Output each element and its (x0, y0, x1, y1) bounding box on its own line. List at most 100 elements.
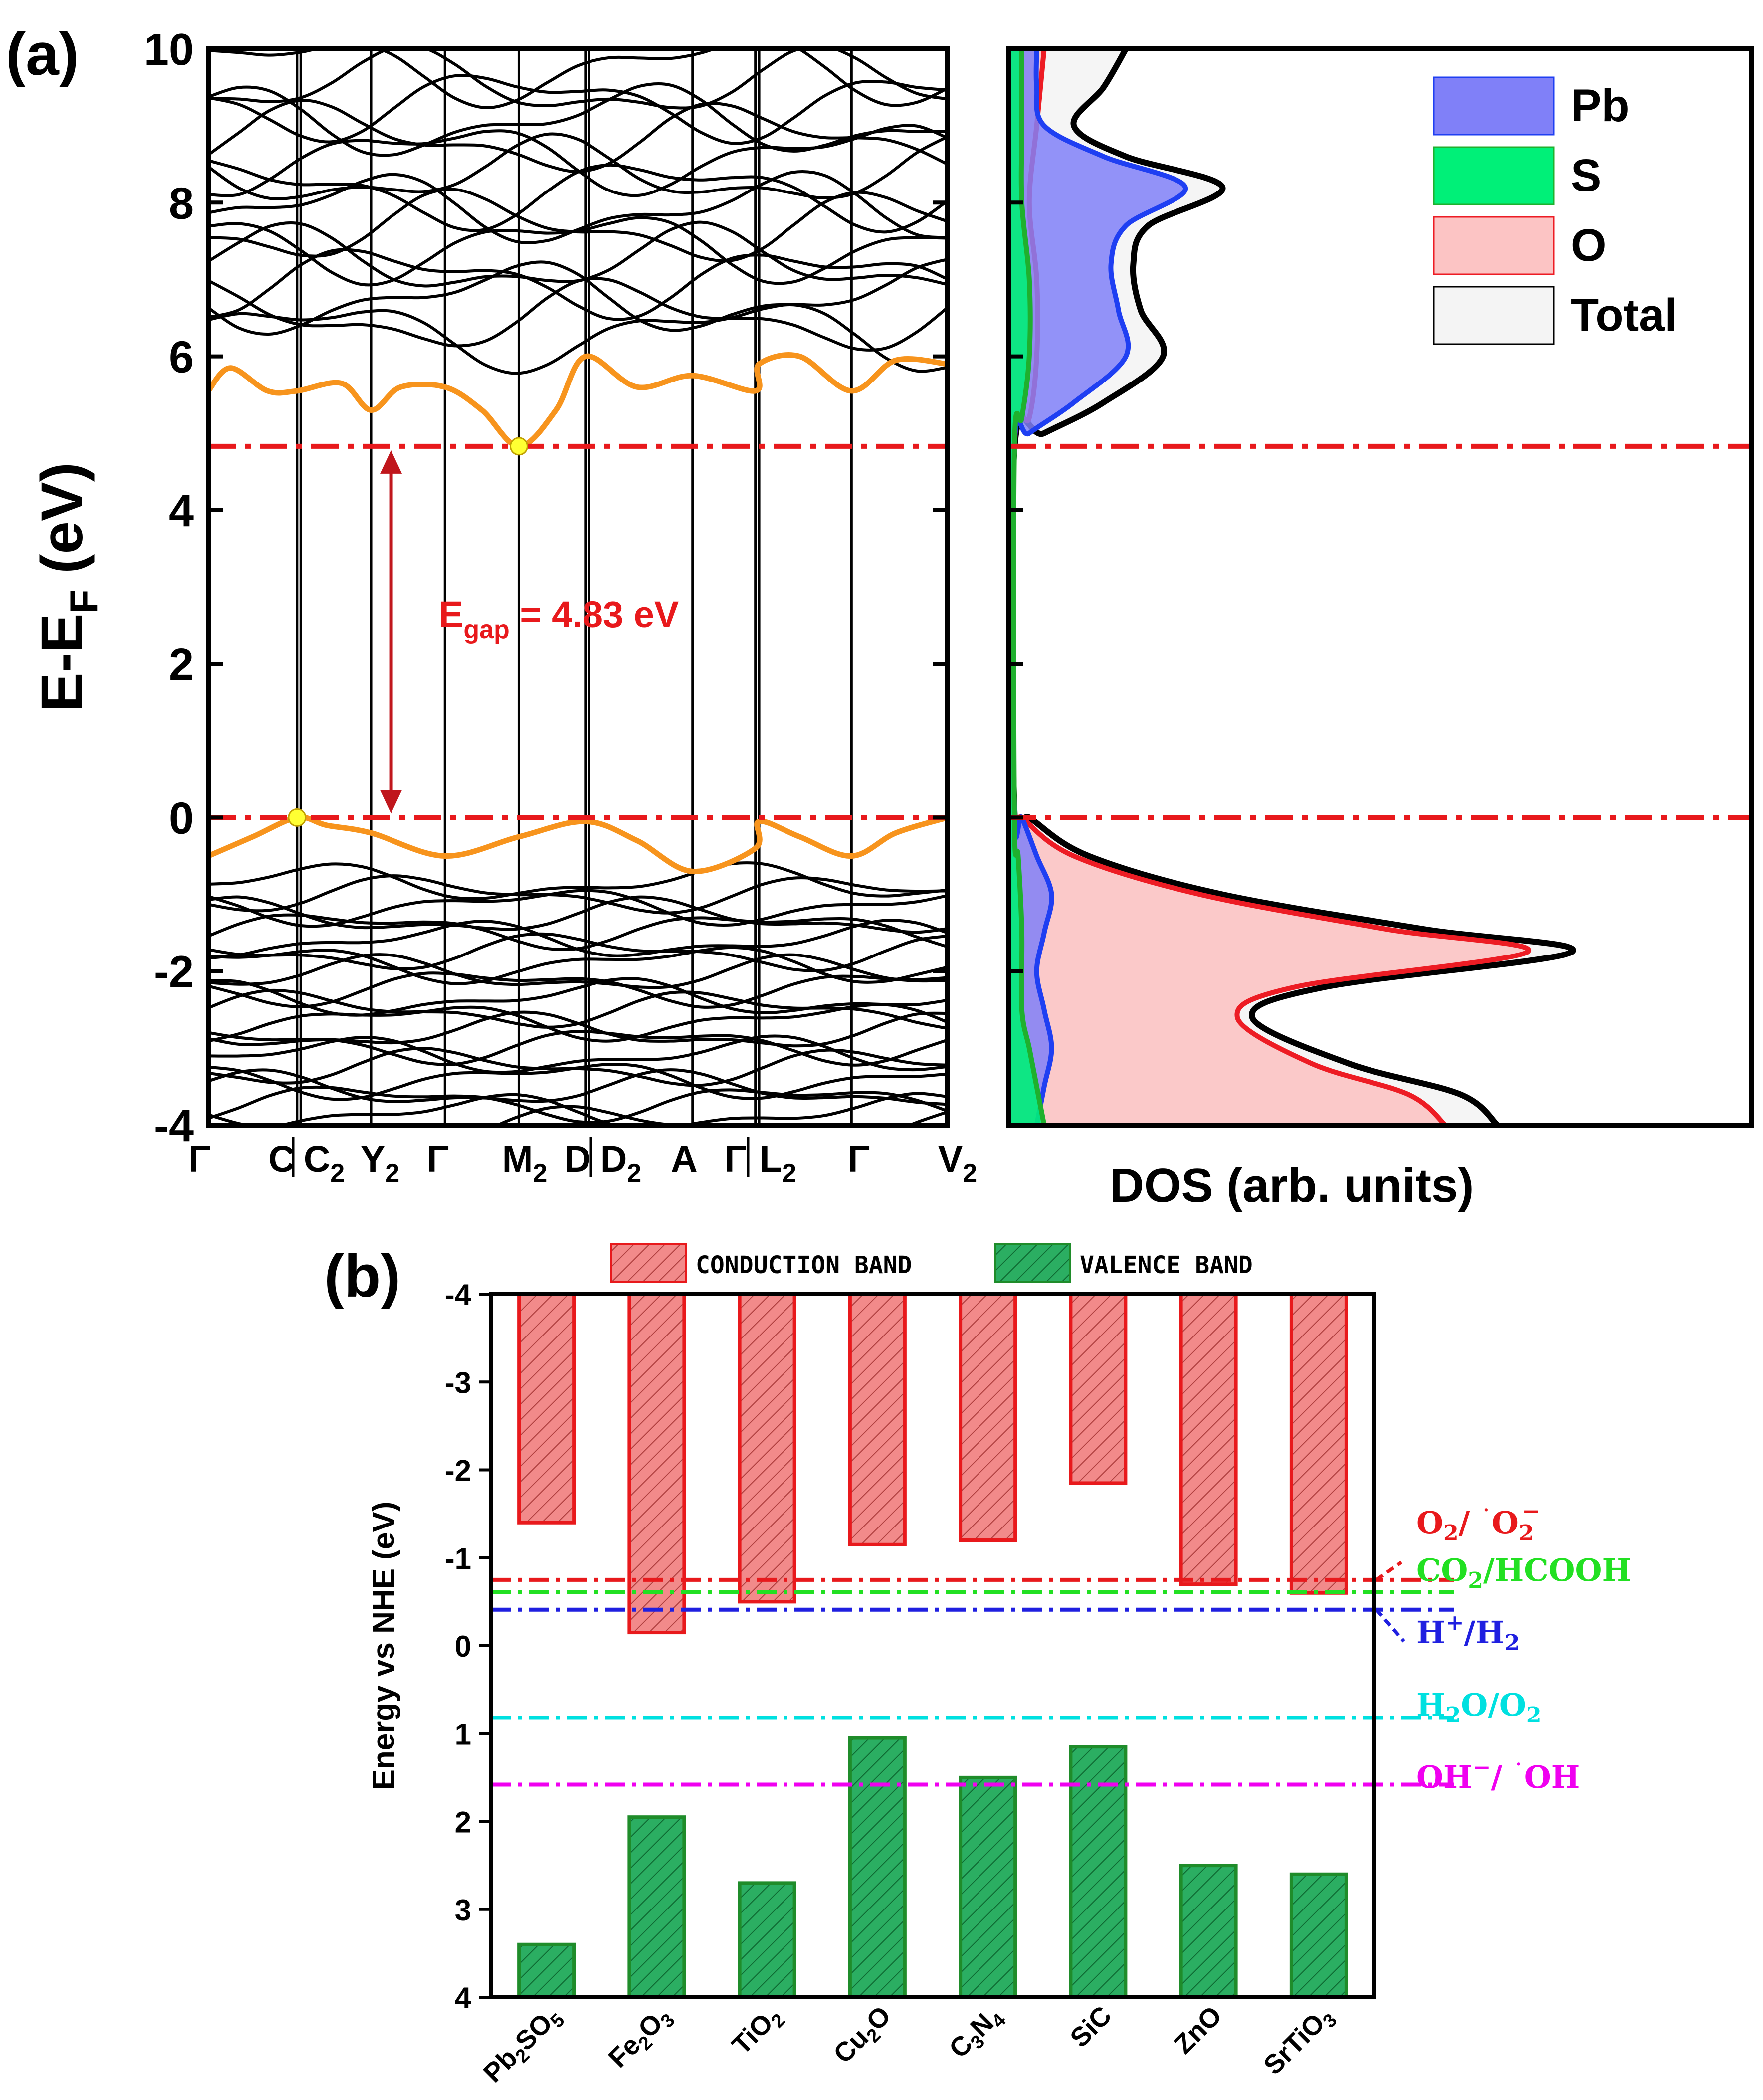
dos-legend-swatch-o (1433, 216, 1555, 275)
band-y-ticks: -4 -2 0 2 4 6 8 10 (144, 25, 948, 1151)
gap-arrow-head-bottom (380, 790, 402, 814)
material-label: TiO2 (726, 2000, 789, 2064)
reference-leader (1375, 1560, 1403, 1581)
legend-label: CONDUCTION BAND (696, 1251, 912, 1279)
kpoint-label: D (564, 1139, 590, 1180)
band-line (208, 1010, 948, 1048)
conduction-band-bar (959, 1292, 1017, 1542)
conduction-band-bar (1289, 1292, 1348, 1595)
band-line (208, 946, 948, 985)
band-line (208, 953, 948, 989)
reference-label: H2O/O2 (1416, 1687, 1542, 1728)
reference-label: H+/H2 (1416, 1610, 1520, 1656)
band-edge-curves (208, 352, 948, 874)
conduction-band-bar (738, 1292, 796, 1604)
band-line (208, 132, 948, 200)
valence-band-bar (959, 1775, 1017, 1999)
band-y-tick-label: 6 (169, 333, 194, 382)
band-line (208, 1047, 948, 1087)
band-line (208, 188, 948, 263)
kpoint-label: C2 (304, 1139, 345, 1188)
band-fermi-lines (208, 443, 948, 820)
b-y-tick-label: 1 (455, 1718, 471, 1751)
dos-areas (1008, 49, 1576, 1125)
dos-legend-label: Pb (1571, 80, 1630, 131)
valence-band-bar (738, 1881, 796, 1999)
band-y-tick-label: 0 (169, 793, 194, 843)
band-y-tick-label: 2 (169, 640, 194, 690)
band-edge-plot-frame (489, 1292, 1376, 1999)
dos-x-axis-label: DOS (arb. units) (1110, 1159, 1474, 1212)
dos-panel: Pb SO Total DOS (arb. units) (1006, 46, 1754, 1212)
dos-legend-label: Total (1571, 290, 1677, 341)
material-label: C3N4 (944, 2000, 1010, 2067)
material-label: Pb2SO5 (478, 2000, 569, 2092)
band-edge-y-ticks: -4 -3 -2 -1 0 1 2 3 4 (445, 1278, 491, 2015)
band-edge-line (208, 814, 948, 874)
band-line (208, 303, 948, 375)
band-line (208, 82, 948, 157)
kpoint-label: C (268, 1139, 295, 1180)
gap-arrow-head-top (380, 450, 402, 474)
valence-band-bar (517, 1942, 576, 1999)
band-line (208, 874, 948, 915)
reference-leader (1375, 1608, 1405, 1643)
dos-legend-swatch-s (1433, 146, 1555, 205)
b-y-tick-label: -3 (445, 1366, 471, 1399)
legend-swatch (610, 1243, 687, 1283)
dos-area-pb (1008, 49, 1186, 1125)
conduction-band-bar (1179, 1292, 1238, 1586)
b-y-tick-label: 4 (455, 1981, 472, 2015)
band-line (208, 248, 948, 321)
dos-fermi-lines (1008, 443, 1752, 820)
band-y-tick-label: -4 (154, 1101, 194, 1151)
band-line (208, 932, 948, 972)
band-line (208, 977, 948, 1017)
band-y-axis-label: E-EF (eV) (29, 462, 106, 712)
b-y-tick-label: 3 (455, 1894, 471, 1927)
legend-swatch (994, 1243, 1071, 1283)
band-y-tick-label: -2 (154, 948, 194, 997)
b-y-tick-label: -2 (445, 1454, 471, 1488)
kpoint-label: M2 (502, 1139, 548, 1188)
band-line (208, 220, 948, 288)
kpoint-label: A (671, 1139, 697, 1180)
kpoint-labels: Γ C C2 Y2 Γ M2 D D2 A Γ L2 Γ V2 (189, 1137, 977, 1188)
dos-plot-frame (1006, 46, 1754, 1128)
kpoint-label: V2 (938, 1139, 977, 1188)
conduction-band-bar (517, 1292, 576, 1525)
reference-label: O2/ ˙O2− (1416, 1499, 1540, 1546)
b-y-tick-label: 2 (455, 1806, 471, 1839)
valence-band-bar (848, 1736, 907, 1999)
kpoint-label: Y2 (361, 1139, 399, 1188)
band-edge-bars (517, 1292, 1348, 1999)
redox-reference-lines: O2/ ˙O2− CO2/HCOOH H+/H2 H2O/O2 OH−/ ˙OH (491, 1499, 1631, 1795)
band-extrema-points (288, 437, 528, 827)
band-y-tick-label: 4 (169, 486, 194, 536)
panel-b-label: (b) (324, 1243, 400, 1310)
kpoint-divider-lines (296, 49, 853, 1125)
band-edge-legend: CONDUCTION BAND VALENCE BAND (610, 1243, 1253, 1283)
dos-legend: Pb SO Total (1433, 76, 1677, 345)
band-line (208, 913, 948, 952)
band-plot-frame (206, 46, 950, 1128)
kpoint-label: Γ (189, 1139, 210, 1180)
panel-a-label: (a) (6, 21, 79, 88)
kpoint-label: D2 (600, 1139, 641, 1188)
band-edge-line (208, 352, 948, 449)
b-y-tick-label: -4 (445, 1278, 472, 1312)
valence-band-bar (1289, 1872, 1348, 1999)
reference-label: OH−/ ˙OH (1416, 1755, 1580, 1795)
material-labels: Pb2SO5 Fe2O3 TiO2 Cu2O C3N4 SiC ZnO SrTiO3 (478, 2000, 1341, 2092)
band-line (208, 861, 948, 900)
band-line (208, 99, 948, 174)
band-edge-panel: (b) CONDUCTION BAND VALENCE BAND O2/ ˙O2−… (324, 1243, 1631, 2092)
legend-label: VALENCE BAND (1080, 1251, 1253, 1279)
band-line (208, 1034, 948, 1074)
conduction-band-bar (1069, 1292, 1128, 1485)
valence-band-bar (1179, 1864, 1238, 1999)
band-edge-y-axis-label: Energy vs NHE (eV) (367, 1502, 401, 1790)
band-line (208, 170, 948, 244)
band-gap-arrow (380, 450, 402, 814)
